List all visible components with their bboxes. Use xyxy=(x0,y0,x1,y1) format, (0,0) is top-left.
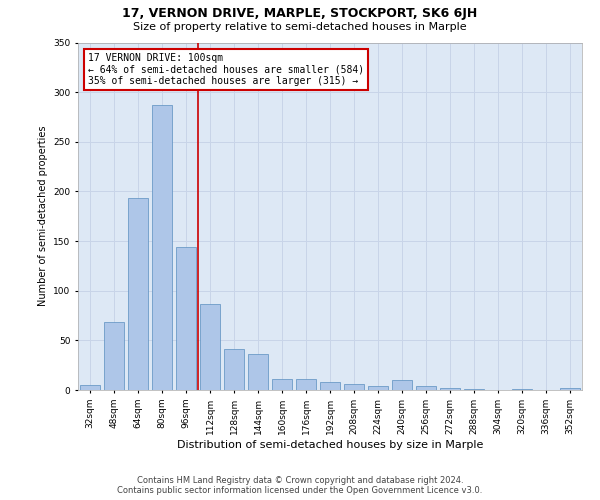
Y-axis label: Number of semi-detached properties: Number of semi-detached properties xyxy=(38,126,47,306)
Bar xyxy=(224,350,244,390)
Bar xyxy=(128,198,148,390)
Bar xyxy=(176,247,196,390)
Bar xyxy=(512,389,532,390)
Bar xyxy=(320,382,340,390)
X-axis label: Distribution of semi-detached houses by size in Marple: Distribution of semi-detached houses by … xyxy=(177,440,483,450)
Bar xyxy=(272,379,292,390)
Text: Contains HM Land Registry data © Crown copyright and database right 2024.
Contai: Contains HM Land Registry data © Crown c… xyxy=(118,476,482,495)
Bar xyxy=(392,380,412,390)
Bar xyxy=(344,384,364,390)
Bar xyxy=(200,304,220,390)
Bar xyxy=(104,322,124,390)
Text: 17, VERNON DRIVE, MARPLE, STOCKPORT, SK6 6JH: 17, VERNON DRIVE, MARPLE, STOCKPORT, SK6… xyxy=(122,8,478,20)
Bar xyxy=(152,105,172,390)
Text: Size of property relative to semi-detached houses in Marple: Size of property relative to semi-detach… xyxy=(133,22,467,32)
Bar xyxy=(560,388,580,390)
Bar xyxy=(368,386,388,390)
Text: 17 VERNON DRIVE: 100sqm
← 64% of semi-detached houses are smaller (584)
35% of s: 17 VERNON DRIVE: 100sqm ← 64% of semi-de… xyxy=(88,53,364,86)
Bar xyxy=(80,385,100,390)
Bar xyxy=(416,386,436,390)
Bar xyxy=(248,354,268,390)
Bar xyxy=(464,389,484,390)
Bar xyxy=(296,379,316,390)
Bar xyxy=(440,388,460,390)
